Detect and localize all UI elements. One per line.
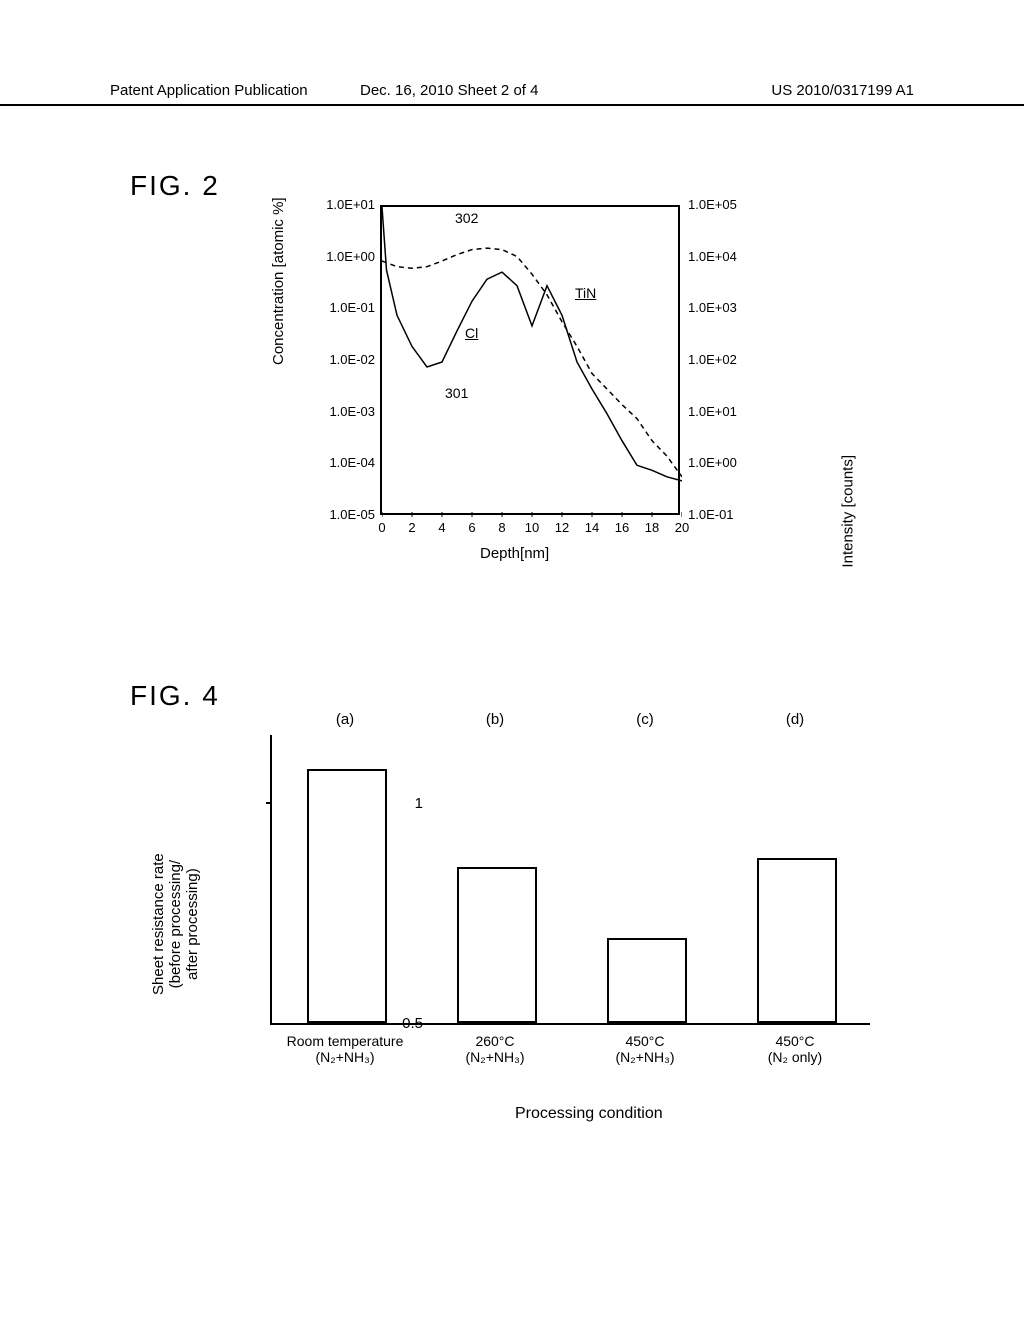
fig2-plot-area — [380, 205, 680, 515]
page-header: Patent Application Publication Dec. 16, … — [0, 82, 1024, 106]
fig2-y-right-label: Intensity [counts] — [840, 455, 857, 568]
fig4-condition-1: 260°C(N₂+NH₃) — [425, 1033, 565, 1065]
fig4-bar-letter-0: (a) — [305, 711, 385, 728]
fig2-y1tick-1: 1.0E-04 — [329, 455, 375, 470]
fig4-bar-letter-2: (c) — [605, 711, 685, 728]
fig2-xtick-0: 0 — [373, 520, 391, 535]
fig2-y2tick-5: 1.0E+04 — [688, 249, 737, 264]
fig2-y1tick-3: 1.0E-02 — [329, 352, 375, 367]
fig2-xtick-5: 10 — [523, 520, 541, 535]
fig2-y2tick-1: 1.0E+00 — [688, 455, 737, 470]
fig2-xtick-9: 18 — [643, 520, 661, 535]
fig2-xtick-7: 14 — [583, 520, 601, 535]
fig2-y1tick-4: 1.0E-01 — [329, 300, 375, 315]
fig2-y1tick-5: 1.0E+00 — [326, 249, 375, 264]
fig2-xtick-2: 4 — [433, 520, 451, 535]
fig2-annot-cl: Cl — [465, 325, 478, 341]
fig2-label: FIG. 2 — [130, 170, 220, 202]
fig2-chart: Concentration [atomic %] Intensity [coun… — [270, 195, 750, 615]
fig2-y1tick-6: 1.0E+01 — [326, 197, 375, 212]
fig2-xtick-6: 12 — [553, 520, 571, 535]
fig2-xtick-8: 16 — [613, 520, 631, 535]
fig2-x-label: Depth[nm] — [480, 545, 549, 562]
fig2-y-left-label: Concentration [atomic %] — [270, 197, 287, 365]
fig4-plot-area — [270, 735, 870, 1025]
fig4-label: FIG. 4 — [130, 680, 220, 712]
fig2-series-TiN (302) — [382, 248, 682, 477]
header-right: US 2010/0317199 A1 — [771, 82, 914, 99]
fig4-condition-3: 450°C(N₂ only) — [725, 1033, 865, 1065]
fig2-y1tick-0: 1.0E-05 — [329, 507, 375, 522]
fig2-svg — [382, 207, 682, 517]
fig4-condition-2: 450°C(N₂+NH₃) — [575, 1033, 715, 1065]
fig2-xtick-1: 2 — [403, 520, 421, 535]
fig2-xtick-4: 8 — [493, 520, 511, 535]
fig2-xtick-10: 20 — [673, 520, 691, 535]
fig2-y1tick-2: 1.0E-03 — [329, 404, 375, 419]
fig2-xtick-3: 6 — [463, 520, 481, 535]
fig4-y-label: Sheet resistance rate (before processing… — [150, 853, 201, 995]
fig4-condition-0: Room temperature(N₂+NH₃) — [275, 1033, 415, 1065]
fig2-annot-tin: TiN — [575, 285, 596, 301]
fig2-y2tick-2: 1.0E+01 — [688, 404, 737, 419]
fig2-annot-301: 301 — [445, 385, 468, 401]
fig4-bar-2 — [607, 938, 687, 1023]
fig2-y2tick-6: 1.0E+05 — [688, 197, 737, 212]
fig2-annot-302: 302 — [455, 210, 478, 226]
fig4-chart: 1 0.5 Sheet resistance rate (before proc… — [135, 735, 895, 1165]
fig4-bar-3 — [757, 858, 837, 1023]
fig4-bar-0 — [307, 769, 387, 1023]
fig4-ytick-0: 0.5 — [402, 1015, 423, 1032]
fig2-y2tick-3: 1.0E+02 — [688, 352, 737, 367]
fig2-y2tick-0: 1.0E-01 — [688, 507, 734, 522]
header-left: Patent Application Publication — [110, 82, 308, 99]
fig4-x-label: Processing condition — [515, 1105, 663, 1123]
fig2-series-Cl (301) — [382, 207, 682, 481]
fig4-bar-letter-1: (b) — [455, 711, 535, 728]
header-center: Dec. 16, 2010 Sheet 2 of 4 — [360, 82, 538, 99]
fig2-y2tick-4: 1.0E+03 — [688, 300, 737, 315]
fig4-ytick-mark-1 — [266, 802, 272, 804]
fig4-bar-1 — [457, 867, 537, 1023]
fig4-bar-letter-3: (d) — [755, 711, 835, 728]
fig4-ytick-1: 1 — [415, 795, 423, 812]
